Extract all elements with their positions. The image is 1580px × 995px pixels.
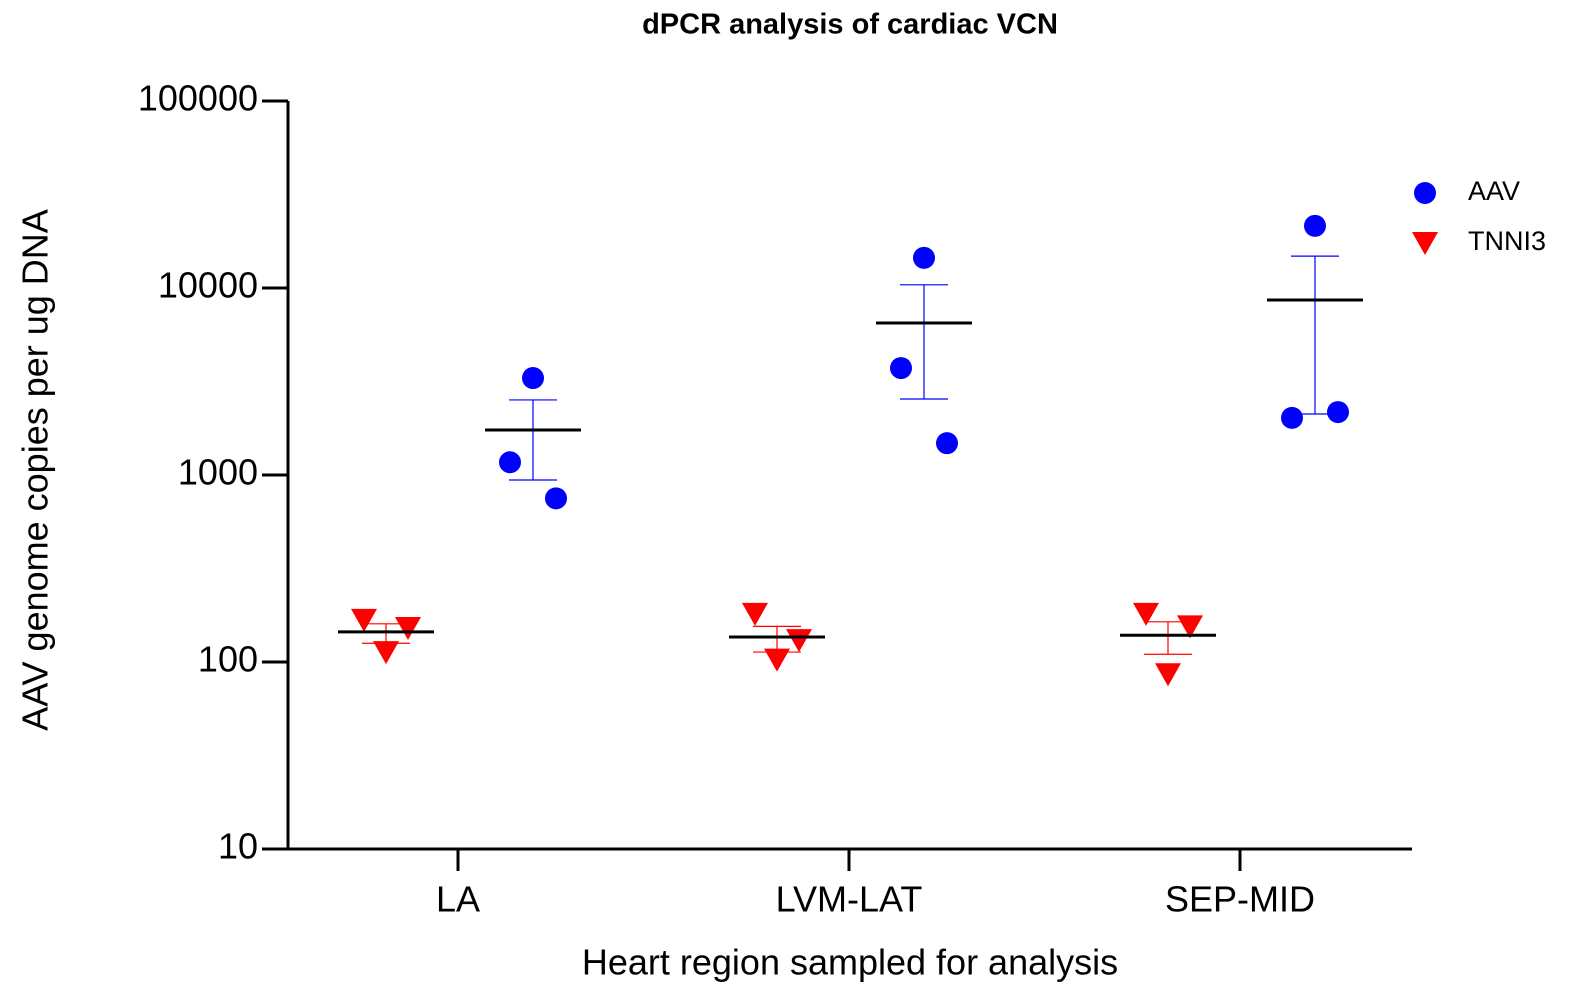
- data-point: [499, 451, 521, 474]
- data-point: [1327, 401, 1349, 424]
- y-tick-label: 10000: [158, 265, 258, 306]
- x-tick-label: LVM-LAT: [776, 879, 923, 920]
- data-point: [395, 616, 421, 640]
- y-axis-label: AAV genome copies per ug DNA: [15, 209, 56, 731]
- data-point: [1133, 602, 1159, 626]
- x-axis-label: Heart region sampled for analysis: [582, 942, 1118, 983]
- data-point: [936, 432, 958, 455]
- y-tick-label: 10: [218, 826, 258, 867]
- data-point: [742, 602, 768, 626]
- data-point: [890, 357, 912, 380]
- legend-label: TNNI3: [1468, 226, 1546, 256]
- data-point: [1177, 615, 1203, 639]
- y-tick-label: 100: [198, 639, 258, 680]
- data-point: [1155, 663, 1181, 687]
- legend-marker: [1412, 232, 1438, 255]
- chart-title: dPCR analysis of cardiac VCN: [642, 9, 1058, 41]
- data-point: [545, 487, 567, 510]
- legend-marker: [1414, 182, 1436, 204]
- data-point: [351, 608, 377, 632]
- data-point: [1304, 214, 1326, 237]
- y-tick-label: 1000: [178, 452, 258, 493]
- x-tick-label: SEP-MID: [1165, 879, 1315, 920]
- data-point: [1281, 406, 1303, 429]
- x-tick-label: LA: [436, 879, 480, 920]
- data-point: [373, 641, 399, 665]
- y-tick-label: 100000: [138, 78, 258, 119]
- data-point: [786, 629, 812, 653]
- data-point: [764, 648, 790, 672]
- legend-label: AAV: [1468, 176, 1520, 206]
- data-point: [522, 367, 544, 390]
- data-point: [913, 246, 935, 269]
